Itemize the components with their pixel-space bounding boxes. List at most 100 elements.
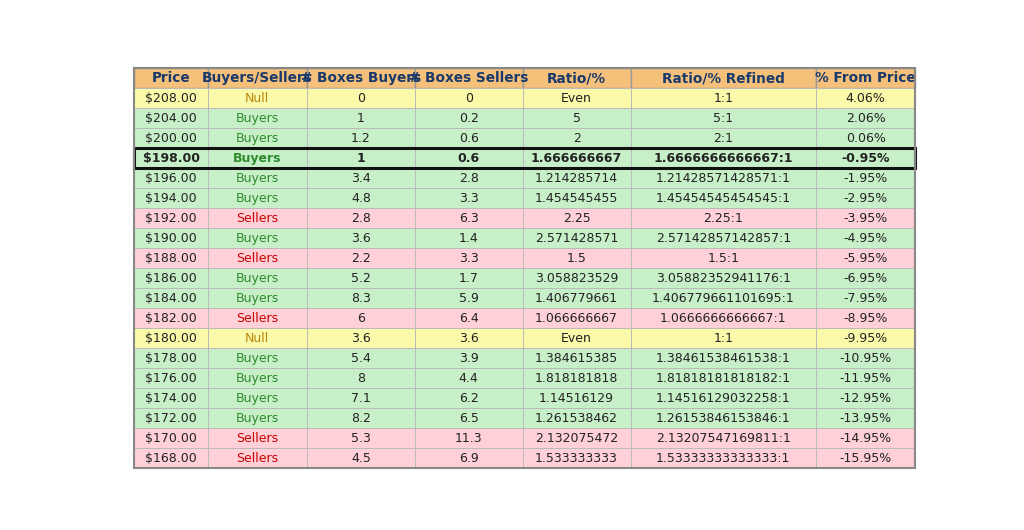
Bar xyxy=(208,409,307,428)
Bar xyxy=(522,329,631,348)
Text: Buyers: Buyers xyxy=(236,392,279,405)
Bar xyxy=(631,249,816,269)
Bar xyxy=(208,228,307,249)
Text: 1.5: 1.5 xyxy=(566,252,587,265)
Bar xyxy=(522,428,631,448)
Bar xyxy=(522,388,631,409)
Text: 2.25:1: 2.25:1 xyxy=(703,212,743,225)
Text: 4.4: 4.4 xyxy=(459,372,478,385)
Bar xyxy=(415,109,522,128)
Bar xyxy=(307,308,415,329)
Bar xyxy=(415,208,522,228)
Text: $174.00: $174.00 xyxy=(145,392,197,405)
Text: 1.38461538461538:1: 1.38461538461538:1 xyxy=(655,352,791,365)
Bar xyxy=(208,428,307,448)
Bar xyxy=(415,128,522,148)
Bar xyxy=(816,228,915,249)
Bar xyxy=(816,189,915,208)
Text: % From Price: % From Price xyxy=(815,72,915,85)
Bar xyxy=(631,228,816,249)
Text: Sellers: Sellers xyxy=(237,452,279,465)
Text: $168.00: $168.00 xyxy=(145,452,197,465)
Bar xyxy=(134,189,208,208)
Bar xyxy=(816,208,915,228)
Text: 2.57142857142857:1: 2.57142857142857:1 xyxy=(655,232,791,245)
Text: 7.1: 7.1 xyxy=(351,392,371,405)
Bar xyxy=(208,148,307,169)
Text: 2.132075472: 2.132075472 xyxy=(535,432,618,445)
Text: $186.00: $186.00 xyxy=(145,272,197,285)
Text: Buyers: Buyers xyxy=(236,172,279,185)
Text: -3.95%: -3.95% xyxy=(844,212,888,225)
Text: 5.2: 5.2 xyxy=(351,272,371,285)
Text: Sellers: Sellers xyxy=(237,212,279,225)
Text: $170.00: $170.00 xyxy=(145,432,197,445)
Text: 1.4: 1.4 xyxy=(459,232,478,245)
Text: Buyers: Buyers xyxy=(236,192,279,205)
Bar xyxy=(307,249,415,269)
Text: Ratio/%: Ratio/% xyxy=(547,72,606,85)
Text: 1:1: 1:1 xyxy=(714,332,733,345)
Text: Sellers: Sellers xyxy=(237,252,279,265)
Bar xyxy=(631,448,816,469)
Bar xyxy=(522,128,631,148)
Bar xyxy=(415,189,522,208)
Text: -6.95%: -6.95% xyxy=(844,272,888,285)
Text: 4.8: 4.8 xyxy=(351,192,371,205)
Bar xyxy=(208,348,307,368)
Text: 3.3: 3.3 xyxy=(459,252,478,265)
Bar xyxy=(307,368,415,388)
Bar xyxy=(631,308,816,329)
Text: 1.214285714: 1.214285714 xyxy=(535,172,618,185)
Bar xyxy=(415,288,522,308)
Bar xyxy=(631,208,816,228)
Bar xyxy=(816,249,915,269)
Text: 2.25: 2.25 xyxy=(563,212,591,225)
Bar xyxy=(522,208,631,228)
Bar xyxy=(134,169,208,189)
Text: 1.14516129032258:1: 1.14516129032258:1 xyxy=(656,392,791,405)
Bar xyxy=(134,228,208,249)
Bar xyxy=(522,89,631,109)
Bar xyxy=(816,148,915,169)
Bar xyxy=(307,448,415,469)
Bar xyxy=(415,68,522,89)
Text: 3.6: 3.6 xyxy=(459,332,478,345)
Text: 4.5: 4.5 xyxy=(351,452,371,465)
Bar xyxy=(134,89,208,109)
Text: 6.4: 6.4 xyxy=(459,312,478,325)
Bar xyxy=(631,148,816,169)
Text: -5.95%: -5.95% xyxy=(844,252,888,265)
Text: -14.95%: -14.95% xyxy=(840,432,892,445)
Bar xyxy=(208,308,307,329)
Text: 1.81818181818182:1: 1.81818181818182:1 xyxy=(655,372,791,385)
Text: 0: 0 xyxy=(465,92,473,105)
Text: 1.7: 1.7 xyxy=(459,272,478,285)
Bar xyxy=(631,388,816,409)
Text: 2.2: 2.2 xyxy=(351,252,371,265)
Text: $176.00: $176.00 xyxy=(145,372,197,385)
Bar xyxy=(307,228,415,249)
Text: 8.2: 8.2 xyxy=(351,412,371,425)
Bar xyxy=(307,288,415,308)
Text: $178.00: $178.00 xyxy=(145,352,197,365)
Bar xyxy=(307,388,415,409)
Bar xyxy=(208,208,307,228)
Text: 1.45454545454545:1: 1.45454545454545:1 xyxy=(655,192,791,205)
Text: 2.13207547169811:1: 2.13207547169811:1 xyxy=(655,432,791,445)
Bar xyxy=(816,169,915,189)
Text: 1.454545455: 1.454545455 xyxy=(535,192,618,205)
Bar xyxy=(208,68,307,89)
Bar xyxy=(631,109,816,128)
Text: Buyers/Sellers: Buyers/Sellers xyxy=(202,72,312,85)
Bar xyxy=(522,189,631,208)
Bar xyxy=(415,448,522,469)
Text: 6.3: 6.3 xyxy=(459,212,478,225)
Text: Buyers: Buyers xyxy=(236,292,279,305)
Bar xyxy=(816,68,915,89)
Text: Buyers: Buyers xyxy=(236,132,279,145)
Bar xyxy=(631,368,816,388)
Bar xyxy=(522,368,631,388)
Bar xyxy=(415,228,522,249)
Text: $192.00: $192.00 xyxy=(145,212,197,225)
